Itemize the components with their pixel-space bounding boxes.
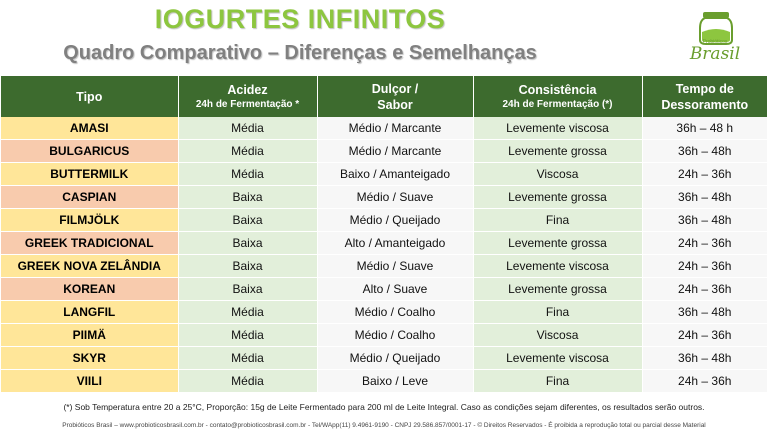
cell-dulcor: Médio / Marcante (317, 117, 474, 140)
cell-acidez: Baixa (178, 277, 318, 301)
cell-tempo: 36h – 48h (642, 185, 767, 209)
cell-dulcor: Baixo / Amanteigado (317, 162, 474, 186)
table-row: KOREAN Baixa Alto / Suave Levemente grossa 2… (1, 277, 767, 301)
cell-consistencia: Levemente grossa (473, 231, 643, 255)
column-header: Consistência 24h de Fermentação (*) (473, 76, 643, 117)
cell-tipo: LANGFIL (1, 300, 179, 324)
cell-dulcor: Médio / Suave (317, 254, 474, 278)
cell-tempo: 24h – 36h (642, 254, 767, 278)
cell-tipo: GREEK NOVA ZELÂNDIA (1, 254, 179, 278)
cell-tipo: VIILI (1, 369, 179, 393)
column-header-main: Tempo de (675, 81, 734, 96)
table-body: AMASI Média Médio / Marcante Levemente visc… (1, 117, 767, 393)
cell-tempo: 36h – 48h (642, 139, 767, 163)
column-header-main: Consistência (518, 82, 597, 97)
cell-acidez: Baixa (178, 185, 318, 209)
cell-dulcor: Médio / Coalho (317, 323, 474, 347)
cell-acidez: Média (178, 139, 318, 163)
cell-consistencia: Levemente viscosa (473, 254, 643, 278)
cell-tipo: KOREAN (1, 277, 179, 301)
table-row: GREEK NOVA ZELÂNDIA Baixa Médio / Suave Lev… (1, 254, 767, 278)
table-row: PIIMÄ Média Médio / Coalho Viscosa 24h – 36h (1, 323, 767, 347)
column-header-main: Dulçor / (371, 81, 419, 96)
cell-dulcor: Alto / Amanteigado (317, 231, 474, 255)
cell-acidez: Média (178, 369, 318, 393)
cell-tipo: BUTTERMILK (1, 162, 179, 186)
column-header-main: Tipo (76, 89, 103, 104)
cell-consistencia: Fina (473, 369, 643, 393)
column-header: Tipo (1, 76, 179, 117)
cell-consistencia: Viscosa (473, 162, 643, 186)
cell-acidez: Média (178, 162, 318, 186)
table-row: GREEK TRADICIONAL Baixa Alto / Amanteigado… (1, 231, 767, 255)
cell-tempo: 24h – 36h (642, 277, 767, 301)
logo-brand-text: Brasil (689, 44, 741, 64)
footnote: (*) Sob Temperatura entre 20 a 25°C, Pro… (63, 402, 705, 412)
cell-acidez: Baixa (178, 254, 318, 278)
cell-consistencia: Levemente viscosa (473, 117, 643, 140)
cell-tempo: 36h – 48h (642, 346, 767, 370)
column-header-main: Acidez (227, 82, 268, 97)
column-header: Dulçor / Sabor (317, 76, 474, 117)
cell-consistencia: Viscosa (473, 323, 643, 347)
cell-tempo: 24h – 36h (642, 231, 767, 255)
table-row: FILMJÖLK Baixa Médio / Queijado Fina 36h – 4… (1, 208, 767, 232)
cell-tipo: BULGARICUS (1, 139, 179, 163)
table-row: LANGFIL Média Médio / Coalho Fina 36h – 48h (1, 300, 767, 324)
cell-tipo: SKYR (1, 346, 179, 370)
cell-tipo: GREEK TRADICIONAL (1, 231, 179, 255)
page-subtitle: Quadro Comparativo – Diferenças e Semelh… (63, 42, 537, 64)
cell-tempo: 36h – 48h (642, 300, 767, 324)
comparison-table: Tipo Acidez 24h de Fermentação * Dulçor / Sa… (1, 76, 767, 393)
column-header-sub: Dessoramento (661, 97, 749, 112)
column-header: Tempo de Dessoramento (642, 76, 767, 117)
cell-consistencia: Fina (473, 208, 643, 232)
cell-acidez: Média (178, 117, 318, 140)
cell-acidez: Média (178, 346, 318, 370)
cell-acidez: Baixa (178, 208, 318, 232)
column-header-sub: 24h de Fermentação (*) (502, 98, 613, 110)
footer: Probióticos Brasil – www.probioticosbras… (62, 422, 706, 429)
cell-consistencia: Levemente grossa (473, 185, 643, 209)
cell-tempo: 24h – 36h (642, 162, 767, 186)
table-row: BULGARICUS Média Médio / Marcante Levemente… (1, 139, 767, 163)
cell-tempo: 24h – 36h (642, 323, 767, 347)
table-row: BUTTERMILK Média Baixo / Amanteigado Viscos… (1, 162, 767, 186)
cell-tempo: 36h – 48 h (642, 117, 767, 140)
table-header-row: Tipo Acidez 24h de Fermentação * Dulçor / Sa… (1, 76, 767, 117)
cell-tipo: FILMJÖLK (1, 208, 179, 232)
cell-tipo: PIIMÄ (1, 323, 179, 347)
cell-dulcor: Médio / Marcante (317, 139, 474, 163)
column-header: Acidez 24h de Fermentação * (178, 76, 318, 117)
cell-consistencia: Levemente grossa (473, 139, 643, 163)
column-header-sub: 24h de Fermentação * (195, 98, 300, 110)
jar-logo-icon (699, 12, 733, 45)
cell-dulcor: Médio / Suave (317, 185, 474, 209)
cell-acidez: Média (178, 300, 318, 324)
cell-consistencia: Levemente grossa (473, 277, 643, 301)
cell-tipo: AMASI (1, 117, 179, 140)
cell-tempo: 36h – 48h (642, 208, 767, 232)
cell-dulcor: Médio / Coalho (317, 300, 474, 324)
logo-small-text: Probióticos (702, 39, 728, 45)
table-row: SKYR Média Médio / Queijado Levemente visco… (1, 346, 767, 370)
cell-consistencia: Fina (473, 300, 643, 324)
cell-acidez: Baixa (178, 231, 318, 255)
cell-dulcor: Baixo / Leve (317, 369, 474, 393)
table-row: CASPIAN Baixa Médio / Suave Levemente gross… (1, 185, 767, 209)
table-row: VIILI Média Baixo / Leve Fina 24h – 36h (1, 369, 767, 393)
cell-tempo: 24h – 36h (642, 369, 767, 393)
cell-dulcor: Médio / Queijado (317, 208, 474, 232)
cell-tipo: CASPIAN (1, 185, 179, 209)
cell-dulcor: Alto / Suave (317, 277, 474, 301)
column-header-sub: Sabor (377, 97, 413, 112)
cell-dulcor: Médio / Queijado (317, 346, 474, 370)
table-row: AMASI Média Médio / Marcante Levemente visc… (1, 117, 767, 140)
page-title: IOGURTES INFINITOS (154, 4, 446, 34)
cell-consistencia: Levemente viscosa (473, 346, 643, 370)
cell-acidez: Média (178, 323, 318, 347)
